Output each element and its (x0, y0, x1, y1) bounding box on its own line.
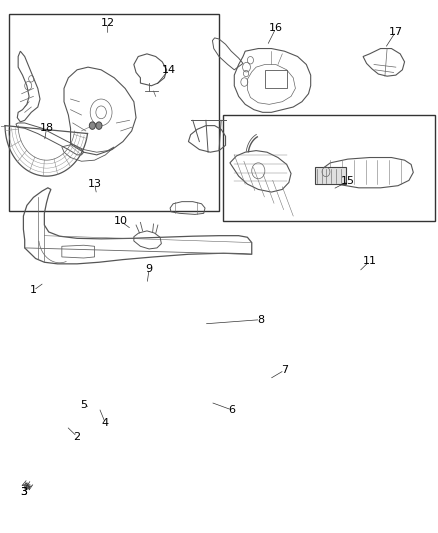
Text: 8: 8 (257, 314, 264, 325)
Text: 18: 18 (39, 123, 53, 133)
Text: 6: 6 (229, 405, 236, 415)
Text: 12: 12 (101, 18, 115, 28)
Text: 13: 13 (88, 179, 102, 189)
Text: 3: 3 (20, 488, 27, 497)
Text: 2: 2 (74, 432, 81, 442)
Text: 14: 14 (162, 65, 176, 75)
Circle shape (89, 122, 95, 130)
Text: 5: 5 (80, 400, 87, 410)
Circle shape (96, 122, 102, 130)
Bar (10, 14, 219, 211)
Text: 4: 4 (102, 418, 109, 429)
Text: 1: 1 (30, 286, 37, 295)
Text: 7: 7 (281, 365, 288, 375)
Bar (315, 167, 346, 184)
Text: 9: 9 (145, 264, 153, 274)
Text: 15: 15 (341, 176, 355, 187)
Text: 17: 17 (389, 27, 403, 37)
Text: 11: 11 (363, 256, 377, 266)
Bar (223, 115, 435, 221)
Text: 10: 10 (114, 216, 128, 227)
Text: 3: 3 (20, 488, 27, 497)
Text: 16: 16 (269, 23, 283, 34)
